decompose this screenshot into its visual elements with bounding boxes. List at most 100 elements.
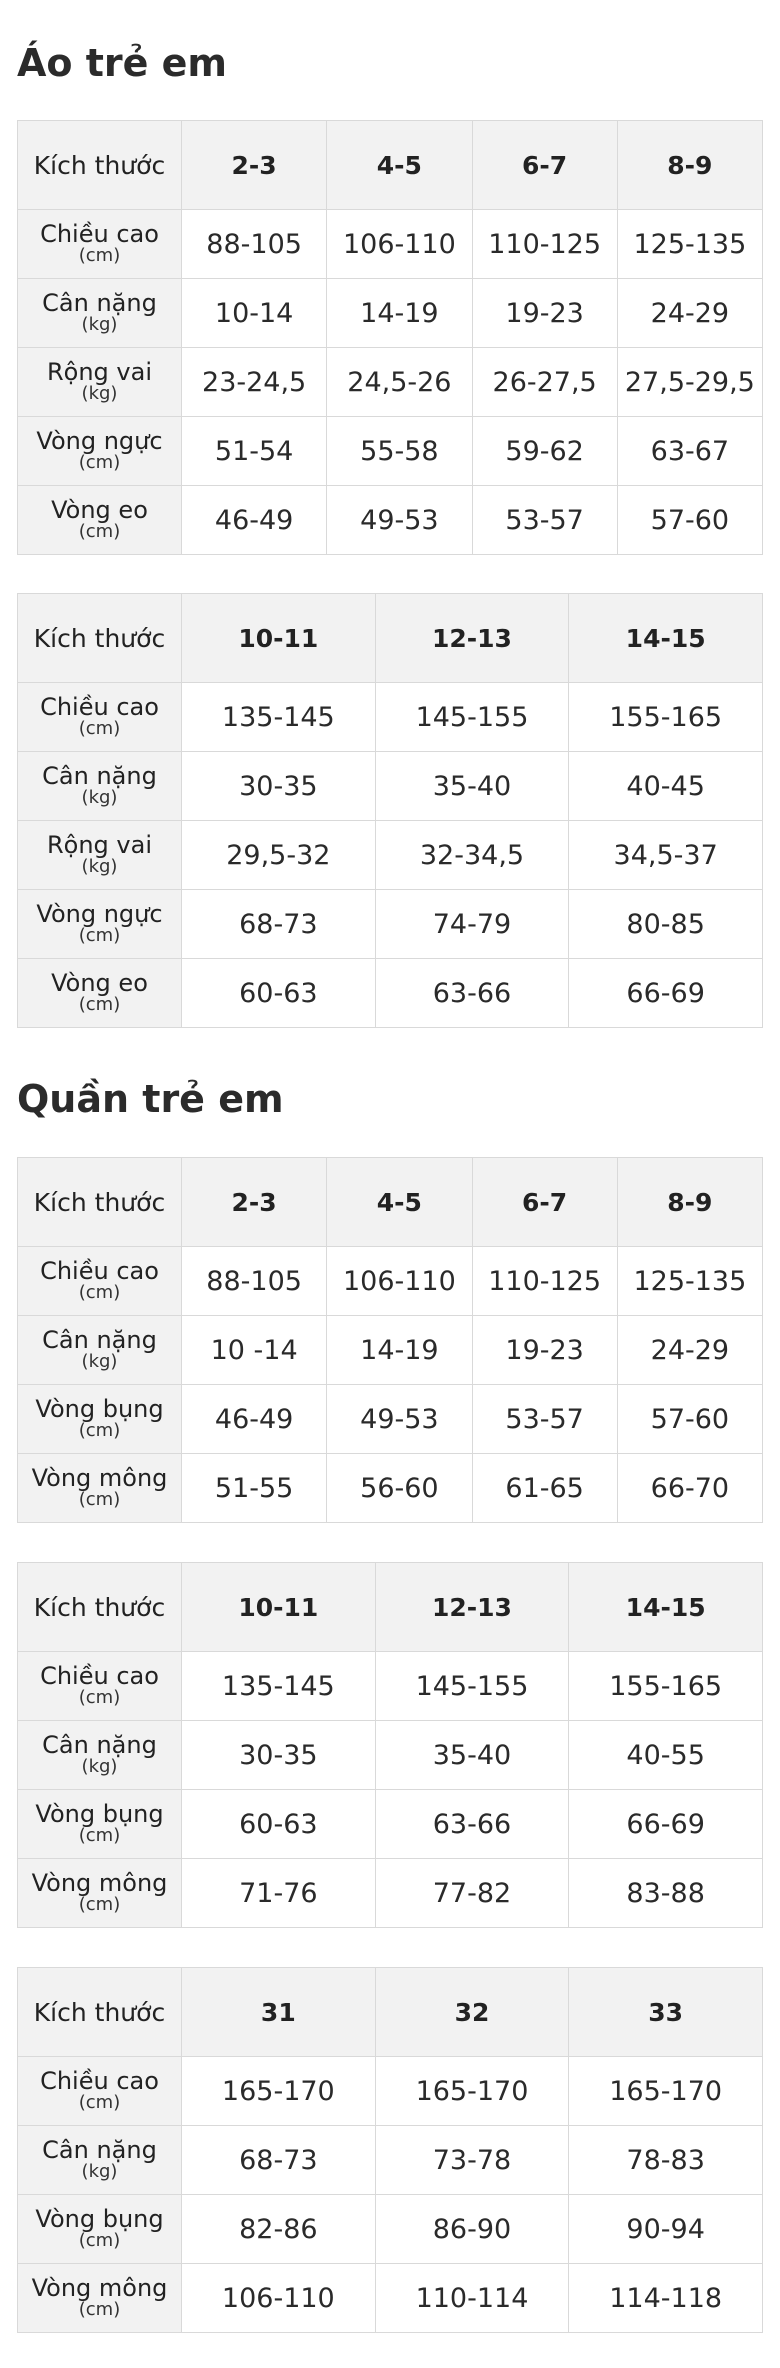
size-header: 6-7: [471, 1157, 618, 1247]
table-cell: 63-67: [616, 416, 764, 486]
row-unit: (kg): [81, 314, 118, 335]
table-cell: 46-49: [180, 1384, 328, 1454]
table-row-rong-vai: Rộng vai (kg) 23-24,5 24,5-26 26-27,5 27,…: [17, 347, 764, 417]
table-cell: 57-60: [616, 485, 764, 555]
table-cell: 66-69: [568, 958, 763, 1028]
table-header-row: Kích thước 2-3 4-5 6-7 8-9: [17, 120, 764, 210]
table-cell: 90-94: [568, 2194, 763, 2264]
row-label: Vòng bụng: [35, 2205, 164, 2233]
table-header-row: Kích thước 31 32 33: [17, 1967, 763, 2057]
table-cell: 32-34,5: [374, 820, 570, 890]
row-unit: (cm): [78, 452, 121, 473]
row-label: Rộng vai: [46, 358, 152, 386]
table-row-vong-nguc: Vòng ngực (cm) 68-73 74-79 80-85: [17, 889, 763, 959]
table-cell: 53-57: [471, 485, 618, 555]
table-cell: 40-45: [568, 751, 763, 821]
size-header: 32: [374, 1967, 570, 2057]
corner-cell-kich-thuoc: Kích thước: [17, 1157, 182, 1247]
table-row-vong-bung: Vòng bụng (cm) 82-86 86-90 90-94: [17, 2194, 763, 2264]
table-cell: 106-110: [326, 1246, 473, 1316]
table-row-vong-bung: Vòng bụng (cm) 60-63 63-66 66-69: [17, 1789, 763, 1859]
row-label: Cân nặng: [42, 2136, 157, 2164]
table-cell: 74-79: [374, 889, 570, 959]
row-label: Vòng bụng: [35, 1800, 164, 1828]
table-cell: 60-63: [181, 1789, 376, 1859]
size-header: 8-9: [616, 120, 764, 210]
table-row-vong-nguc: Vòng ngực (cm) 51-54 55-58 59-62 63-67: [17, 416, 764, 486]
row-label: Vòng mông: [31, 2274, 168, 2302]
row-header: Vòng mông (cm): [17, 2263, 182, 2333]
row-label: Vòng ngực: [36, 427, 163, 455]
table-cell: 51-55: [180, 1453, 328, 1523]
table-cell: 51-54: [180, 416, 328, 486]
table-cell: 63-66: [374, 1789, 570, 1859]
table-cell: 27,5-29,5: [616, 347, 764, 417]
row-unit: (cm): [78, 1420, 121, 1441]
section-title-quan-tre-em: Quần trẻ em: [17, 1077, 284, 1121]
table-row-vong-eo: Vòng eo (cm) 46-49 49-53 53-57 57-60: [17, 485, 764, 555]
row-label: Vòng mông: [31, 1869, 168, 1897]
row-header: Vòng ngực (cm): [17, 416, 182, 486]
size-table-ao-tre-em-1: Kích thước 2-3 4-5 6-7 8-9 Chiều cao (cm)…: [17, 120, 764, 555]
table-cell: 110-114: [374, 2263, 570, 2333]
size-header: 10-11: [181, 1562, 376, 1652]
row-header: Vòng bụng (cm): [17, 1789, 182, 1859]
row-label: Chiều cao: [40, 1662, 159, 1690]
table-cell: 82-86: [181, 2194, 376, 2264]
size-header: 4-5: [326, 1157, 473, 1247]
row-unit: (cm): [78, 925, 121, 946]
row-unit: (cm): [78, 1894, 121, 1915]
table-cell: 24-29: [616, 278, 764, 348]
table-cell: 30-35: [181, 751, 376, 821]
table-cell: 26-27,5: [471, 347, 618, 417]
table-cell: 125-135: [616, 1246, 764, 1316]
table-cell: 73-78: [374, 2125, 570, 2195]
table-cell: 106-110: [181, 2263, 376, 2333]
table-cell: 110-125: [471, 1246, 618, 1316]
row-header: Vòng bụng (cm): [17, 2194, 182, 2264]
row-header: Rộng vai (kg): [17, 347, 182, 417]
table-row-can-nang: Cân nặng (kg) 30-35 35-40 40-45: [17, 751, 763, 821]
row-unit: (cm): [78, 2092, 121, 2113]
table-row-vong-mong: Vòng mông (cm) 71-76 77-82 83-88: [17, 1858, 763, 1928]
row-header: Cân nặng (kg): [17, 278, 182, 348]
section-title-ao-tre-em: Áo trẻ em: [17, 41, 228, 85]
table-cell: 66-69: [568, 1789, 763, 1859]
table-cell: 14-19: [326, 278, 473, 348]
row-label: Vòng eo: [51, 969, 148, 997]
table-cell: 63-66: [374, 958, 570, 1028]
row-header: Vòng eo (cm): [17, 485, 182, 555]
size-header: 2-3: [180, 1157, 328, 1247]
table-row-rong-vai: Rộng vai (kg) 29,5-32 32-34,5 34,5-37: [17, 820, 763, 890]
row-unit: (kg): [81, 787, 118, 808]
table-cell: 86-90: [374, 2194, 570, 2264]
table-cell: 29,5-32: [181, 820, 376, 890]
corner-cell-kich-thuoc: Kích thước: [17, 120, 182, 210]
table-cell: 23-24,5: [180, 347, 328, 417]
row-label: Chiều cao: [40, 693, 159, 721]
row-unit: (cm): [78, 718, 121, 739]
table-cell: 77-82: [374, 1858, 570, 1928]
table-header-row: Kích thước 2-3 4-5 6-7 8-9: [17, 1157, 764, 1247]
row-header: Vòng mông (cm): [17, 1858, 182, 1928]
row-unit: (cm): [78, 1282, 121, 1303]
table-row-can-nang: Cân nặng (kg) 68-73 73-78 78-83: [17, 2125, 763, 2195]
row-label: Chiều cao: [40, 220, 159, 248]
table-cell: 49-53: [326, 485, 473, 555]
table-cell: 80-85: [568, 889, 763, 959]
row-header: Vòng ngực (cm): [17, 889, 182, 959]
size-header: 31: [181, 1967, 376, 2057]
row-unit: (cm): [78, 2299, 121, 2320]
row-label: Cân nặng: [42, 762, 157, 790]
row-header: Chiều cao (cm): [17, 2056, 182, 2126]
corner-cell-kich-thuoc: Kích thước: [17, 593, 182, 683]
size-table-ao-tre-em-2: Kích thước 10-11 12-13 14-15 Chiều cao (c…: [17, 593, 763, 1028]
table-cell: 145-155: [374, 1651, 570, 1721]
row-unit: (cm): [78, 1489, 121, 1510]
table-cell: 135-145: [181, 682, 376, 752]
size-table-quan-tre-em-2: Kích thước 10-11 12-13 14-15 Chiều cao (c…: [17, 1562, 763, 1928]
table-cell: 83-88: [568, 1858, 763, 1928]
row-unit: (kg): [81, 383, 118, 404]
table-row-vong-eo: Vòng eo (cm) 60-63 63-66 66-69: [17, 958, 763, 1028]
table-cell: 19-23: [471, 1315, 618, 1385]
